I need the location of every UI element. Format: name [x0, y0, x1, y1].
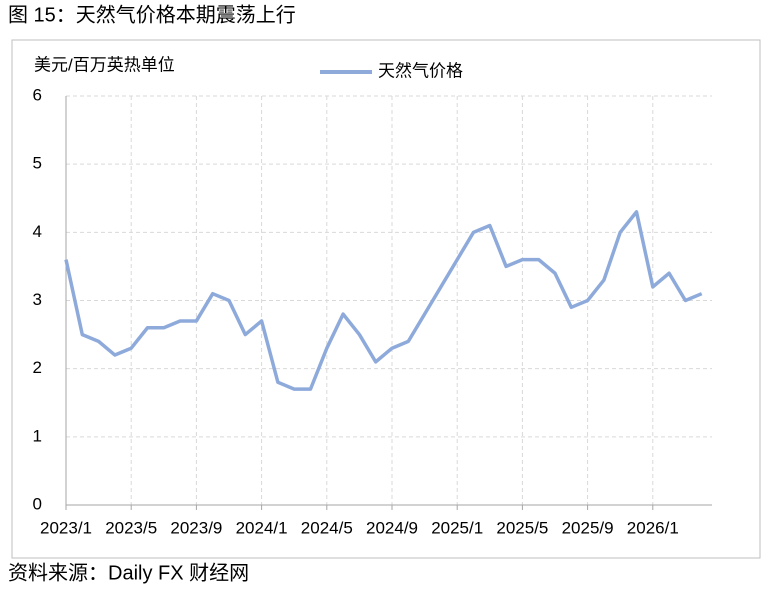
- y-tick-label: 6: [33, 85, 42, 104]
- x-tick-label: 2023/9: [170, 518, 222, 537]
- x-tick-label: 2024/9: [366, 518, 418, 537]
- y-tick-label: 5: [33, 154, 42, 173]
- y-axis-label: 美元/百万英热单位: [34, 55, 175, 74]
- x-tick-label: 2025/5: [496, 518, 548, 537]
- x-tick-label: 2026/1: [627, 518, 679, 537]
- y-tick-label: 1: [33, 426, 42, 445]
- x-tick-label: 2024/1: [236, 518, 288, 537]
- chart-frame: [11, 39, 761, 559]
- x-tick-label: 2025/9: [562, 518, 614, 537]
- x-tick-label: 2023/5: [105, 518, 157, 537]
- x-tick-label: 2023/1: [40, 518, 92, 537]
- y-tick-label: 0: [33, 494, 42, 513]
- y-tick-label: 3: [33, 290, 42, 309]
- y-tick-label: 2: [33, 358, 42, 377]
- x-tick-label: 2024/5: [301, 518, 353, 537]
- y-tick-label: 4: [33, 222, 42, 241]
- legend-label: 天然气价格: [378, 61, 463, 80]
- chart-title: 图 15：天然气价格本期震荡上行: [8, 3, 296, 26]
- source-note: 资料来源：Daily FX 财经网: [8, 561, 249, 584]
- data-line: [64, 210, 703, 391]
- x-tick-label: 2025/1: [431, 518, 483, 537]
